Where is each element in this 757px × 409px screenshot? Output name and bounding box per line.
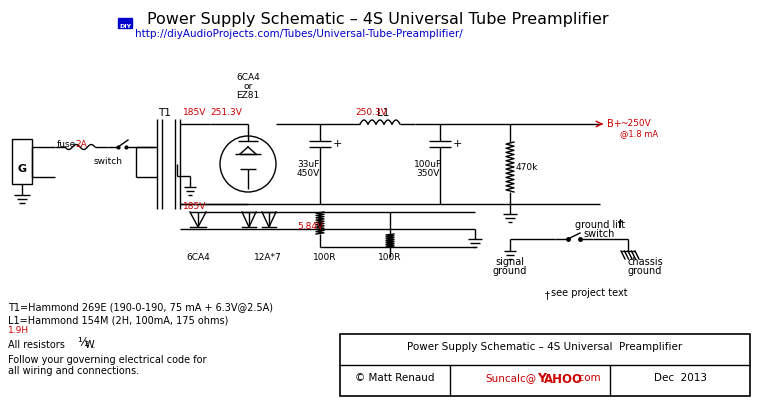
- Text: Suncalc@: Suncalc@: [485, 372, 536, 382]
- Text: Dec  2013: Dec 2013: [653, 372, 706, 382]
- Text: Power Supply Schematic – 4S Universal Tube Preamplifier: Power Supply Schematic – 4S Universal Tu…: [147, 12, 609, 27]
- Text: L1=Hammond 154M (2H, 100mA, 175 ohms): L1=Hammond 154M (2H, 100mA, 175 ohms): [8, 315, 229, 325]
- Text: +: +: [333, 139, 342, 148]
- Text: 100R: 100R: [313, 252, 337, 261]
- Text: +: +: [453, 139, 463, 148]
- Text: 6CA4: 6CA4: [236, 73, 260, 82]
- Text: 250.3V: 250.3V: [355, 108, 387, 117]
- Text: L1: L1: [377, 108, 389, 118]
- Text: 185V: 185V: [183, 108, 207, 117]
- Text: ½: ½: [77, 335, 89, 348]
- Bar: [12, 139, 32, 184]
- Text: Power Supply Schematic – 4S Universal  Preamplifier: Power Supply Schematic – 4S Universal Pr…: [407, 341, 683, 351]
- Text: 100R: 100R: [378, 252, 402, 261]
- Text: 350V: 350V: [416, 169, 440, 178]
- Text: @1.8 mA: @1.8 mA: [620, 129, 658, 138]
- Text: 5.84V: 5.84V: [297, 221, 323, 230]
- Text: switch: switch: [94, 157, 123, 166]
- Text: .com: .com: [576, 372, 602, 382]
- Text: †: †: [618, 218, 623, 227]
- Text: 470k: 470k: [516, 163, 538, 172]
- Text: chassis: chassis: [628, 256, 664, 266]
- Text: ground: ground: [628, 265, 662, 275]
- Text: EZ81: EZ81: [236, 91, 260, 100]
- Text: ~250V: ~250V: [620, 119, 651, 128]
- Text: 6CA4: 6CA4: [186, 252, 210, 261]
- Text: B+: B+: [607, 119, 621, 129]
- Text: 33uF: 33uF: [297, 160, 319, 169]
- Text: W.: W.: [85, 339, 96, 349]
- Text: or: or: [243, 82, 253, 91]
- Text: AHOO: AHOO: [544, 372, 583, 385]
- Text: http://diyAudioProjects.com/Tubes/Universal-Tube-Preamplifier/: http://diyAudioProjects.com/Tubes/Univer…: [135, 29, 463, 39]
- Text: T1=Hammond 269E (190-0-190, 75 mA + 6.3V@2.5A): T1=Hammond 269E (190-0-190, 75 mA + 6.3V…: [8, 301, 273, 311]
- Text: All resistors: All resistors: [8, 339, 68, 349]
- Text: 2A: 2A: [75, 139, 87, 148]
- Text: 450V: 450V: [297, 169, 319, 178]
- Text: signal: signal: [496, 256, 525, 266]
- Text: 100uF: 100uF: [414, 160, 442, 169]
- Text: ground: ground: [493, 265, 527, 275]
- Text: © Matt Renaud: © Matt Renaud: [355, 372, 435, 382]
- Text: ground lift: ground lift: [575, 220, 625, 229]
- Text: all wiring and connections.: all wiring and connections.: [8, 365, 139, 375]
- Text: 12A*7: 12A*7: [254, 252, 282, 261]
- Text: 251.3V: 251.3V: [210, 108, 242, 117]
- Text: 1.9H: 1.9H: [8, 325, 29, 334]
- Text: T1: T1: [158, 108, 171, 118]
- Bar: [340, 334, 750, 396]
- Text: Y: Y: [537, 371, 546, 384]
- Text: †: †: [545, 289, 550, 299]
- Bar: [118, 19, 132, 29]
- Text: Follow your governing electrical code for: Follow your governing electrical code fo…: [8, 354, 207, 364]
- Text: 185V: 185V: [183, 202, 207, 211]
- Text: see project text: see project text: [551, 287, 628, 297]
- Text: fuse: fuse: [57, 139, 76, 148]
- Text: switch: switch: [583, 229, 615, 238]
- Text: G: G: [17, 164, 26, 173]
- Text: DIY: DIY: [119, 25, 131, 29]
